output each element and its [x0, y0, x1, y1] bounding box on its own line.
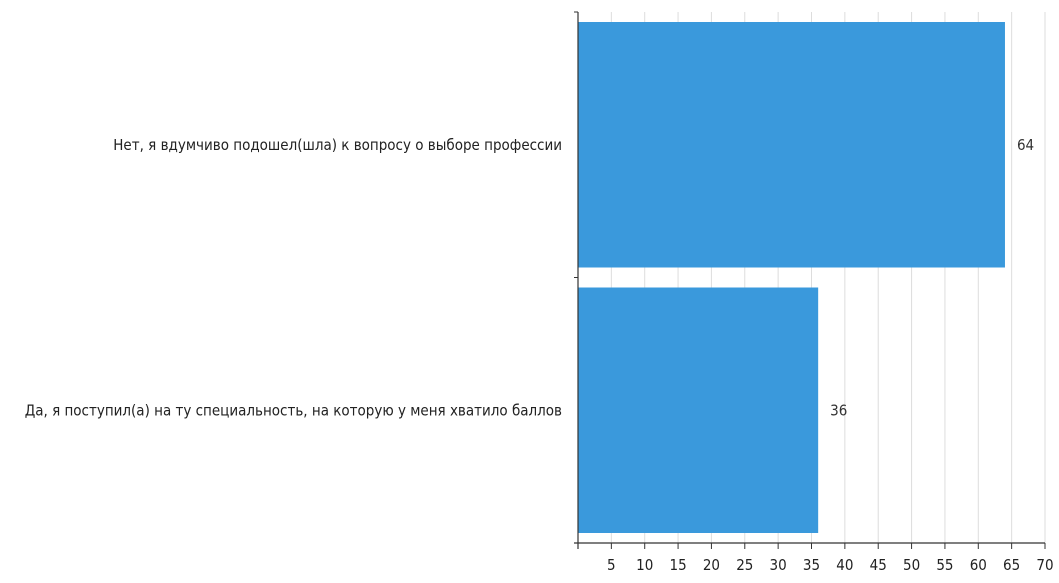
bars — [578, 22, 1005, 533]
x-tick-label: 25 — [736, 556, 753, 574]
x-tick-label: 5 — [607, 556, 616, 574]
bar — [578, 287, 819, 533]
bar — [578, 22, 1005, 268]
x-tick-label: 60 — [970, 556, 987, 574]
x-tick-label: 35 — [803, 556, 820, 574]
x-tick-label: 45 — [870, 556, 887, 574]
x-tick-label: 10 — [636, 556, 653, 574]
x-tick-label: 65 — [1003, 556, 1020, 574]
x-tick-label: 50 — [903, 556, 920, 574]
x-tick-label: 15 — [669, 556, 686, 574]
data-label: 36 — [830, 401, 847, 419]
labels: 5 10 15 20 25 30 35 40 45 50 55 60 65 70 Нет, я вдумчи… — [25, 136, 1054, 574]
x-tick-label: 40 — [836, 556, 853, 574]
category-label: Да, я поступил(а) на ту специальность, н… — [25, 401, 562, 419]
x-tick-label: 55 — [936, 556, 953, 574]
category-label: Нет, я вдумчиво подошел(шла) к вопросу о… — [113, 136, 562, 154]
x-tick-label: 20 — [703, 556, 720, 574]
data-label: 64 — [1017, 136, 1034, 154]
axes — [574, 11, 1046, 549]
x-tick-label: 70 — [1036, 556, 1053, 574]
x-tick-label: 30 — [770, 556, 787, 574]
